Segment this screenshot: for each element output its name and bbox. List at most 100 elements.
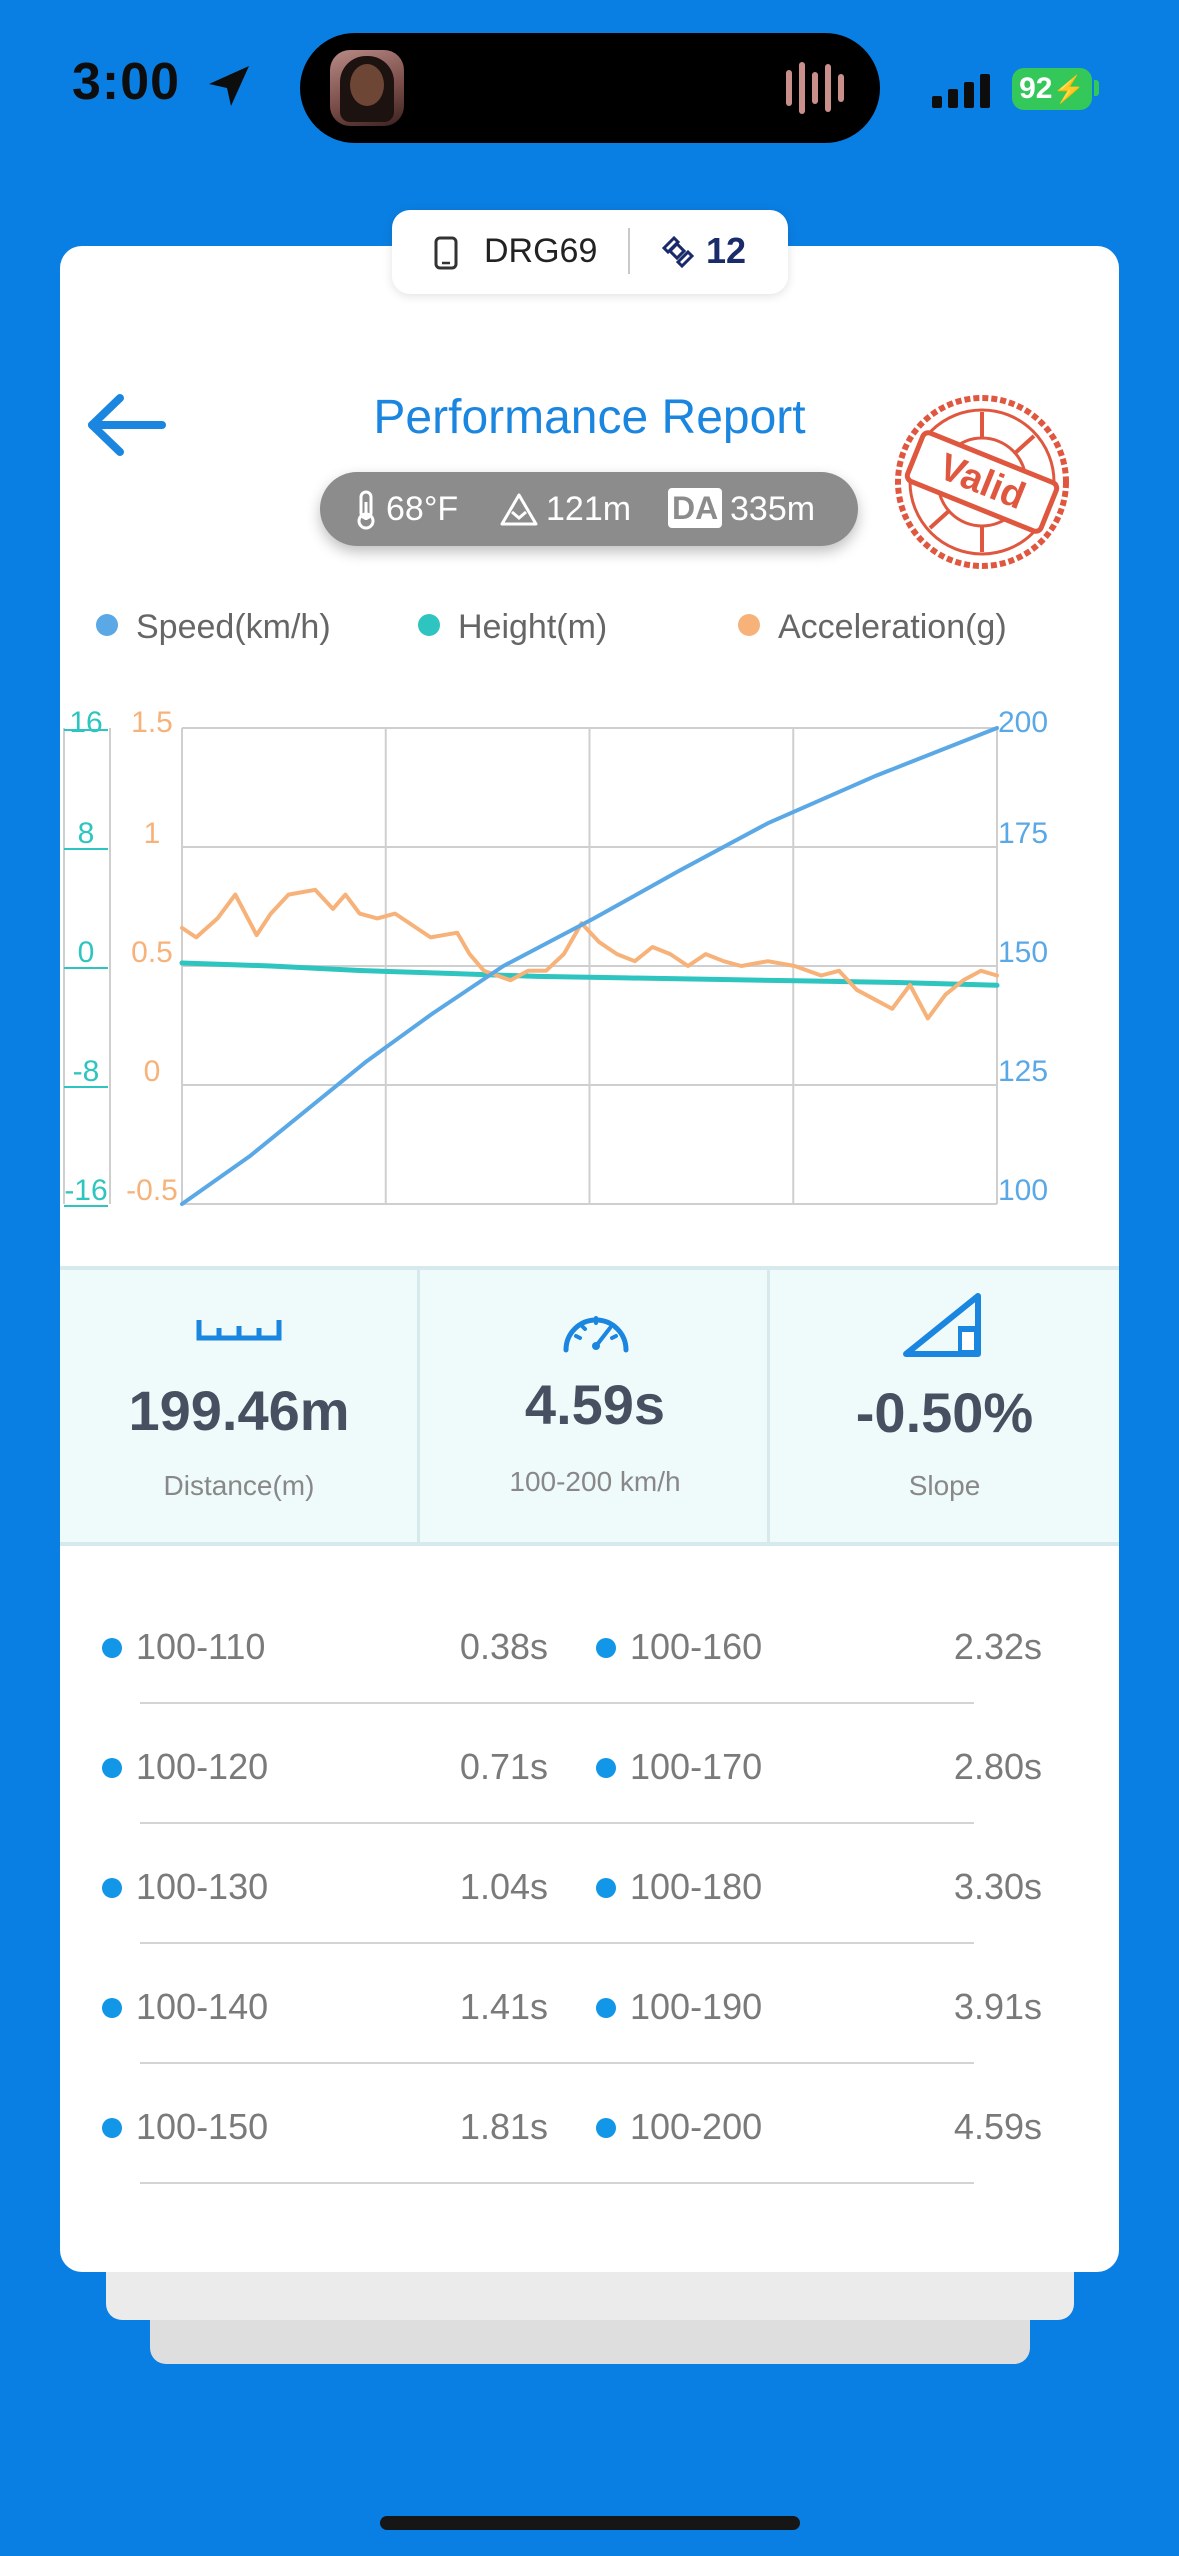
acceleration-tick-label: 0.5: [131, 936, 173, 969]
table-row: 100-110 0.38s 100-160 2.32s: [0, 1590, 1179, 1710]
dynamic-island[interactable]: [300, 33, 880, 143]
legend-label: Height(m): [458, 608, 608, 646]
stat-value: 199.46m: [128, 1379, 350, 1442]
status-time: 3:00: [72, 53, 181, 111]
speed-tick-label: 175: [998, 817, 1048, 850]
height-tick-label: 0: [78, 936, 95, 969]
altitude-value: 121m: [546, 490, 632, 528]
bullet-dot: [596, 1998, 616, 2018]
split-range: 100-200: [630, 2106, 763, 2147]
avatar: [330, 50, 404, 126]
height-tick-label: -8: [73, 1055, 100, 1088]
split-time: 4.59s: [953, 2106, 1042, 2147]
valid-stamp: Valid: [895, 395, 1069, 569]
split-range: 100-160: [630, 1626, 763, 1667]
stat-slope: -0.50% Slope: [770, 1270, 1119, 1542]
split-time: 1.41s: [459, 1986, 548, 2027]
satellite-icon: [661, 235, 695, 269]
thermometer-icon: [357, 490, 375, 530]
row-divider: [140, 1942, 974, 1944]
satellite-count: 12: [706, 230, 747, 271]
bullet-dot: [102, 1638, 122, 1658]
split-range: 100-140: [136, 1986, 269, 2027]
battery-indicator: 92⚡: [1012, 68, 1092, 110]
stat-value: 4.59s: [524, 1373, 666, 1436]
height-tick-label: 8: [78, 817, 95, 850]
ruler-icon: [196, 1320, 282, 1341]
speed-tick-label: 100: [998, 1174, 1048, 1207]
audio-wave-icon: [786, 62, 844, 114]
bullet-dot: [102, 2118, 122, 2138]
table-row: 100-140 1.41s 100-190 3.91s: [0, 1950, 1179, 2070]
speed-tick-label: 200: [998, 706, 1048, 739]
speedometer-icon: [563, 1316, 629, 1353]
split-range: 100-180: [630, 1866, 763, 1907]
row-divider: [140, 1702, 974, 1704]
split-range: 100-190: [630, 1986, 763, 2027]
row-divider: [140, 1822, 974, 1824]
speed-tick-label: 125: [998, 1055, 1048, 1088]
split-range: 100-150: [136, 2106, 269, 2147]
legend-acceleration[interactable]: Acceleration(g): [738, 608, 1007, 647]
bullet-dot: [102, 1998, 122, 2018]
density-altitude-value: 335m: [730, 490, 816, 528]
bullet-dot: [102, 1758, 122, 1778]
split-range: 100-110: [136, 1626, 266, 1667]
legend-dot: [418, 614, 440, 636]
split-time: 2.80s: [953, 1746, 1042, 1787]
acceleration-tick-label: 1: [144, 817, 161, 850]
legend-label: Speed(km/h): [136, 608, 331, 646]
split-time: 1.81s: [459, 2106, 548, 2147]
bullet-dot: [102, 1878, 122, 1898]
stats-band: 199.46m Distance(m) 4.59s 100-200 km/h -…: [60, 1266, 1119, 1546]
cellular-signal-icon: [932, 74, 990, 108]
legend-speed[interactable]: Speed(km/h): [96, 608, 331, 647]
split-time: 2.32s: [953, 1626, 1042, 1667]
performance-chart: 16 8 0 -8 -16 1.5 1 0.5 0 -0.5 200 175 150 125 100: [63, 706, 1048, 1207]
device-name: DRG69: [484, 232, 598, 270]
stat-label: 100-200 km/h: [509, 1466, 681, 1497]
legend-label: Acceleration(g): [778, 608, 1007, 646]
chart-series: [179, 726, 1000, 1206]
location-arrow-icon: [209, 66, 249, 106]
legend-dot: [738, 614, 760, 636]
stat-label: Slope: [908, 1470, 981, 1501]
split-time: 3.91s: [953, 1986, 1042, 2027]
page-title: Performance Report: [373, 391, 806, 444]
bullet-dot: [596, 1638, 616, 1658]
legend-height[interactable]: Height(m): [418, 608, 607, 647]
chart-grid: [63, 727, 998, 1205]
row-divider: [140, 2182, 974, 2184]
back-arrow-button[interactable]: [84, 390, 168, 460]
home-indicator[interactable]: [380, 2516, 800, 2530]
acceleration-tick-label: 1.5: [131, 706, 173, 739]
speed-series-line: [180, 726, 999, 1206]
split-range: 100-170: [630, 1746, 763, 1787]
height-tick-label: -16: [64, 1174, 107, 1207]
density-altitude-badge: DA: [668, 488, 723, 528]
bullet-dot: [596, 1758, 616, 1778]
device-tag[interactable]: DRG69 12: [392, 210, 788, 294]
stat-distance: 199.46m Distance(m): [60, 1270, 418, 1542]
stat-duration: 4.59s 100-200 km/h: [420, 1270, 770, 1542]
chart-axes: 16 8 0 -8 -16 1.5 1 0.5 0 -0.5 200 175 150 125 100: [64, 706, 1048, 1207]
acceleration-tick-label: -0.5: [126, 1174, 178, 1207]
device-icon: [434, 236, 458, 270]
bullet-dot: [596, 1878, 616, 1898]
stat-label: Distance(m): [163, 1470, 315, 1501]
split-time: 0.71s: [459, 1746, 548, 1787]
split-time: 0.38s: [459, 1626, 548, 1667]
battery-tip: [1094, 80, 1099, 96]
charging-bolt-icon: ⚡: [1052, 74, 1085, 104]
table-row: 100-120 0.71s 100-170 2.80s: [0, 1710, 1179, 1830]
acceleration-tick-label: 0: [144, 1055, 161, 1088]
divider: [767, 1270, 770, 1542]
bullet-dot: [596, 2118, 616, 2138]
temperature-value: 68°F: [386, 490, 459, 528]
slope-icon: [903, 1293, 981, 1357]
conditions-pill: 68°F 121m DA 335m: [320, 472, 858, 546]
mountain-icon: [500, 493, 538, 526]
split-time: 1.04s: [459, 1866, 548, 1907]
height-tick-label: 16: [69, 706, 102, 739]
report-card: [60, 246, 1119, 2272]
